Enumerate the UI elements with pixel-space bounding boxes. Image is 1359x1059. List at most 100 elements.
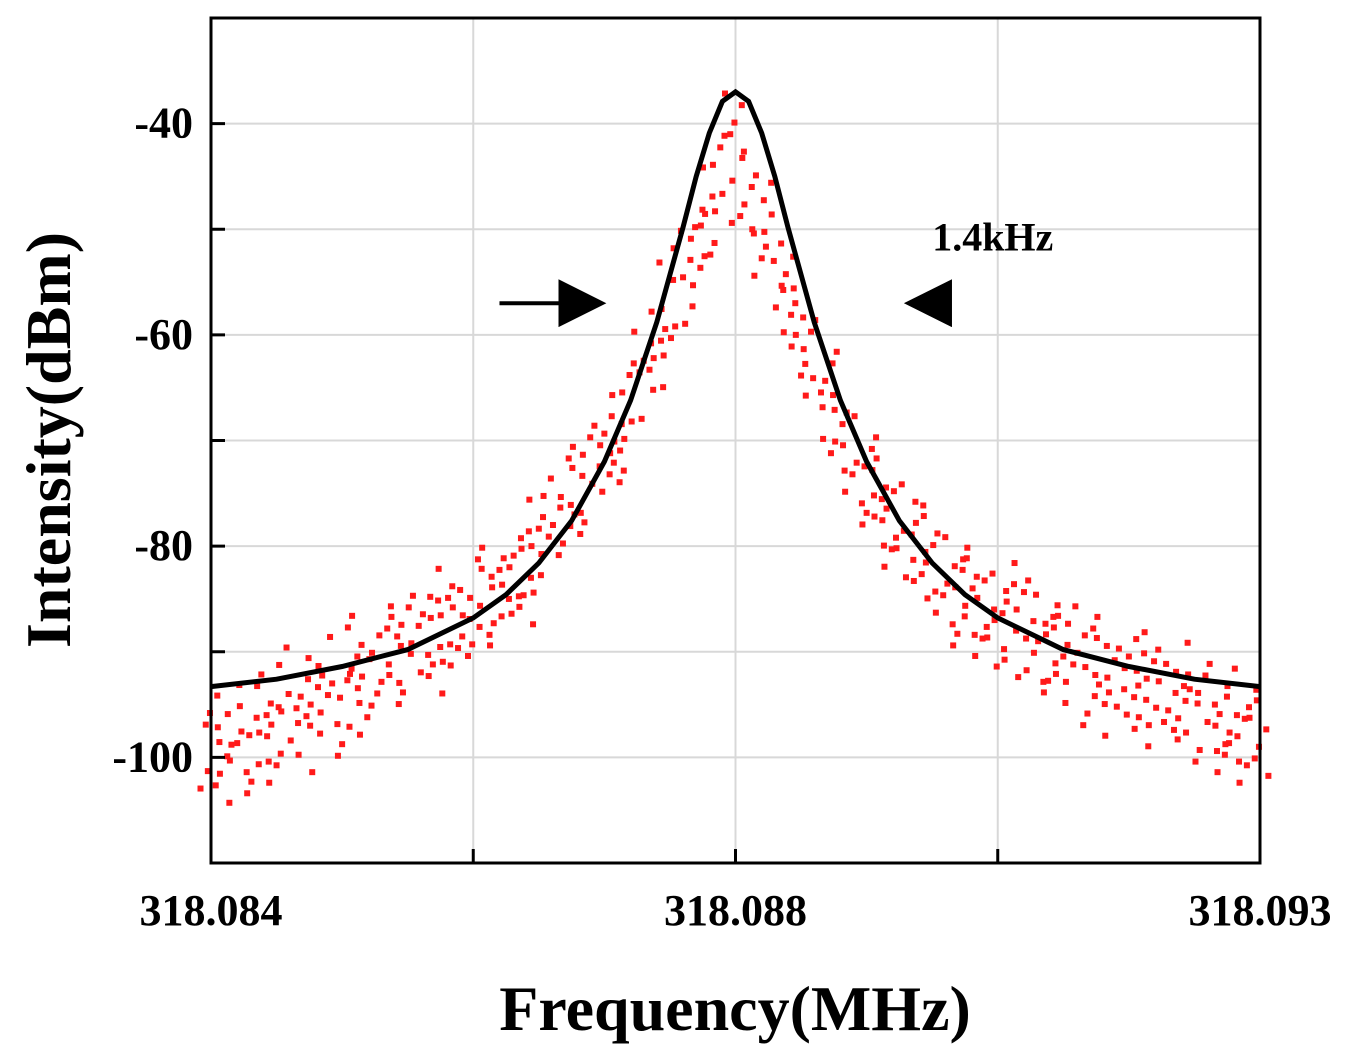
data-point <box>264 733 271 740</box>
data-point <box>630 360 637 367</box>
data-point <box>530 589 537 596</box>
data-point <box>315 663 322 670</box>
data-point <box>646 366 653 373</box>
data-point <box>376 632 383 639</box>
data-point <box>1196 746 1203 753</box>
data-point <box>1173 668 1180 675</box>
data-point <box>569 464 576 471</box>
data-point <box>1065 620 1072 627</box>
data-point <box>729 177 736 184</box>
data-point <box>1143 696 1150 703</box>
data-point <box>197 785 204 792</box>
data-point <box>662 326 669 333</box>
linewidth-label: 1.4kHz <box>932 214 1053 259</box>
data-point <box>427 614 434 621</box>
data-point <box>1023 667 1030 674</box>
data-point <box>964 544 971 551</box>
data-point <box>518 545 525 552</box>
data-point <box>656 259 663 266</box>
data-point <box>1216 711 1223 718</box>
data-point <box>445 594 452 601</box>
data-point <box>364 714 371 721</box>
data-point <box>1263 726 1270 733</box>
data-point <box>469 641 476 648</box>
data-point <box>246 732 253 739</box>
data-point <box>1090 625 1097 632</box>
data-point <box>1226 729 1233 736</box>
data-point <box>407 650 414 657</box>
data-point <box>1180 683 1187 690</box>
data-point <box>293 705 300 712</box>
data-point <box>1040 689 1047 696</box>
data-point <box>1003 598 1010 605</box>
data-point <box>1163 660 1170 667</box>
data-point <box>648 308 655 315</box>
data-point <box>902 574 909 581</box>
data-point <box>1042 620 1049 627</box>
data-point <box>266 779 273 786</box>
data-point <box>1202 672 1209 679</box>
data-point <box>378 678 385 685</box>
data-point <box>1052 660 1059 667</box>
data-point <box>1212 722 1219 729</box>
data-point <box>591 422 598 429</box>
data-point <box>892 534 899 541</box>
lorentzian-fit-line <box>210 88 1261 690</box>
data-point <box>610 459 617 466</box>
data-point <box>545 533 552 540</box>
data-point <box>780 286 787 293</box>
data-point <box>505 595 512 602</box>
data-point <box>1155 678 1162 685</box>
data-point <box>356 731 363 738</box>
data-point <box>1025 577 1032 584</box>
data-point <box>738 102 745 109</box>
data-point <box>224 753 231 760</box>
data-point <box>577 530 584 537</box>
data-point <box>387 603 394 610</box>
data-point <box>517 535 524 542</box>
data-point <box>702 210 709 217</box>
data-point <box>631 328 638 335</box>
data-point <box>940 592 947 599</box>
data-point <box>699 206 706 213</box>
data-point <box>722 90 729 97</box>
data-point <box>1113 703 1120 710</box>
data-point <box>1121 686 1128 693</box>
data-point <box>579 451 586 458</box>
data-point <box>701 253 708 260</box>
data-point <box>853 459 860 466</box>
data-point <box>859 521 866 528</box>
data-point <box>1092 671 1099 678</box>
data-point <box>790 285 797 292</box>
data-point <box>515 593 522 600</box>
data-point <box>537 572 544 579</box>
data-point <box>709 193 716 200</box>
data-point <box>1011 560 1018 567</box>
data-point <box>969 585 976 592</box>
data-point <box>478 565 485 572</box>
data-point <box>1040 678 1047 685</box>
data-point <box>447 641 454 648</box>
data-point <box>474 556 481 563</box>
data-point <box>898 481 905 488</box>
data-point <box>1155 646 1162 653</box>
data-point <box>731 119 738 126</box>
scatter-series <box>197 90 1272 806</box>
data-point <box>712 208 719 215</box>
data-point <box>368 702 375 709</box>
data-point <box>358 641 365 648</box>
data-point <box>540 514 547 521</box>
data-point <box>305 676 312 683</box>
data-point <box>214 724 221 731</box>
data-point <box>1186 686 1193 693</box>
data-point <box>295 751 302 758</box>
data-point <box>309 769 316 776</box>
data-point <box>1084 710 1091 717</box>
data-point <box>667 335 674 342</box>
data-point <box>398 621 405 628</box>
data-point <box>549 522 556 528</box>
data-point <box>1175 715 1182 722</box>
data-point <box>638 415 645 422</box>
data-point <box>1081 632 1088 639</box>
